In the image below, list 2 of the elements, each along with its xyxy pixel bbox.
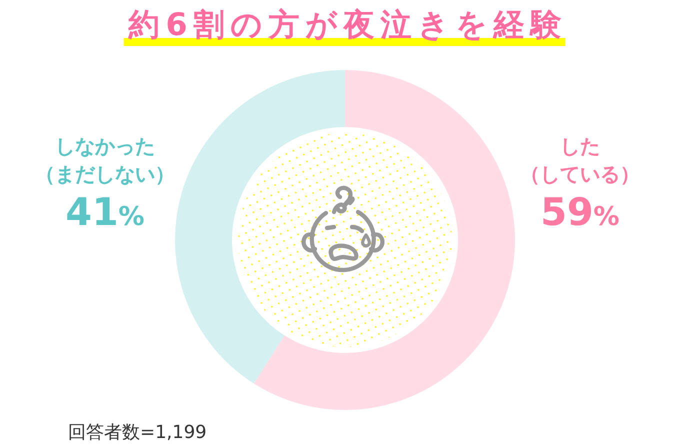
chart-title: 約6割の方が夜泣きを経験 bbox=[128, 7, 568, 43]
text: 回答者数=1,199 bbox=[68, 422, 207, 443]
